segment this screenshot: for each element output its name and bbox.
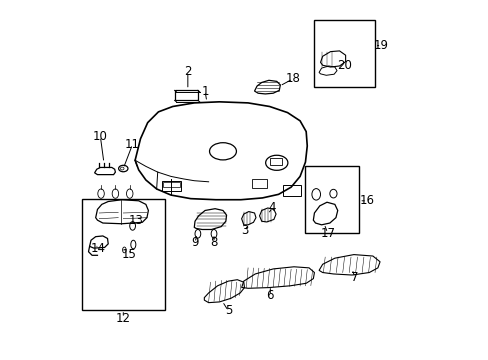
Text: 12: 12	[116, 311, 130, 325]
Text: 17: 17	[320, 226, 334, 239]
Text: 6: 6	[266, 289, 273, 302]
Text: 3: 3	[240, 224, 248, 237]
Text: 14: 14	[90, 242, 105, 255]
Text: 5: 5	[224, 305, 232, 318]
Bar	[163, 182, 180, 187]
Text: 15: 15	[122, 248, 136, 261]
Text: 10: 10	[93, 130, 107, 143]
Bar	[174, 90, 198, 100]
Bar	[304, 166, 359, 233]
Text: 13: 13	[128, 214, 143, 227]
Text: 1: 1	[201, 85, 208, 98]
Text: 4: 4	[268, 202, 276, 215]
Bar	[252, 179, 267, 188]
Bar	[162, 181, 180, 192]
Text: 20: 20	[336, 59, 351, 72]
Text: 2: 2	[183, 65, 191, 78]
Text: 9: 9	[191, 236, 198, 249]
Bar	[314, 20, 374, 87]
Bar	[283, 185, 301, 196]
Bar	[269, 158, 282, 165]
Bar	[82, 199, 164, 310]
Text: 11: 11	[125, 138, 140, 150]
Text: 18: 18	[285, 72, 300, 85]
Text: 7: 7	[350, 271, 358, 284]
Text: 16: 16	[359, 194, 374, 207]
Text: 8: 8	[210, 236, 217, 249]
Text: 19: 19	[373, 39, 388, 52]
